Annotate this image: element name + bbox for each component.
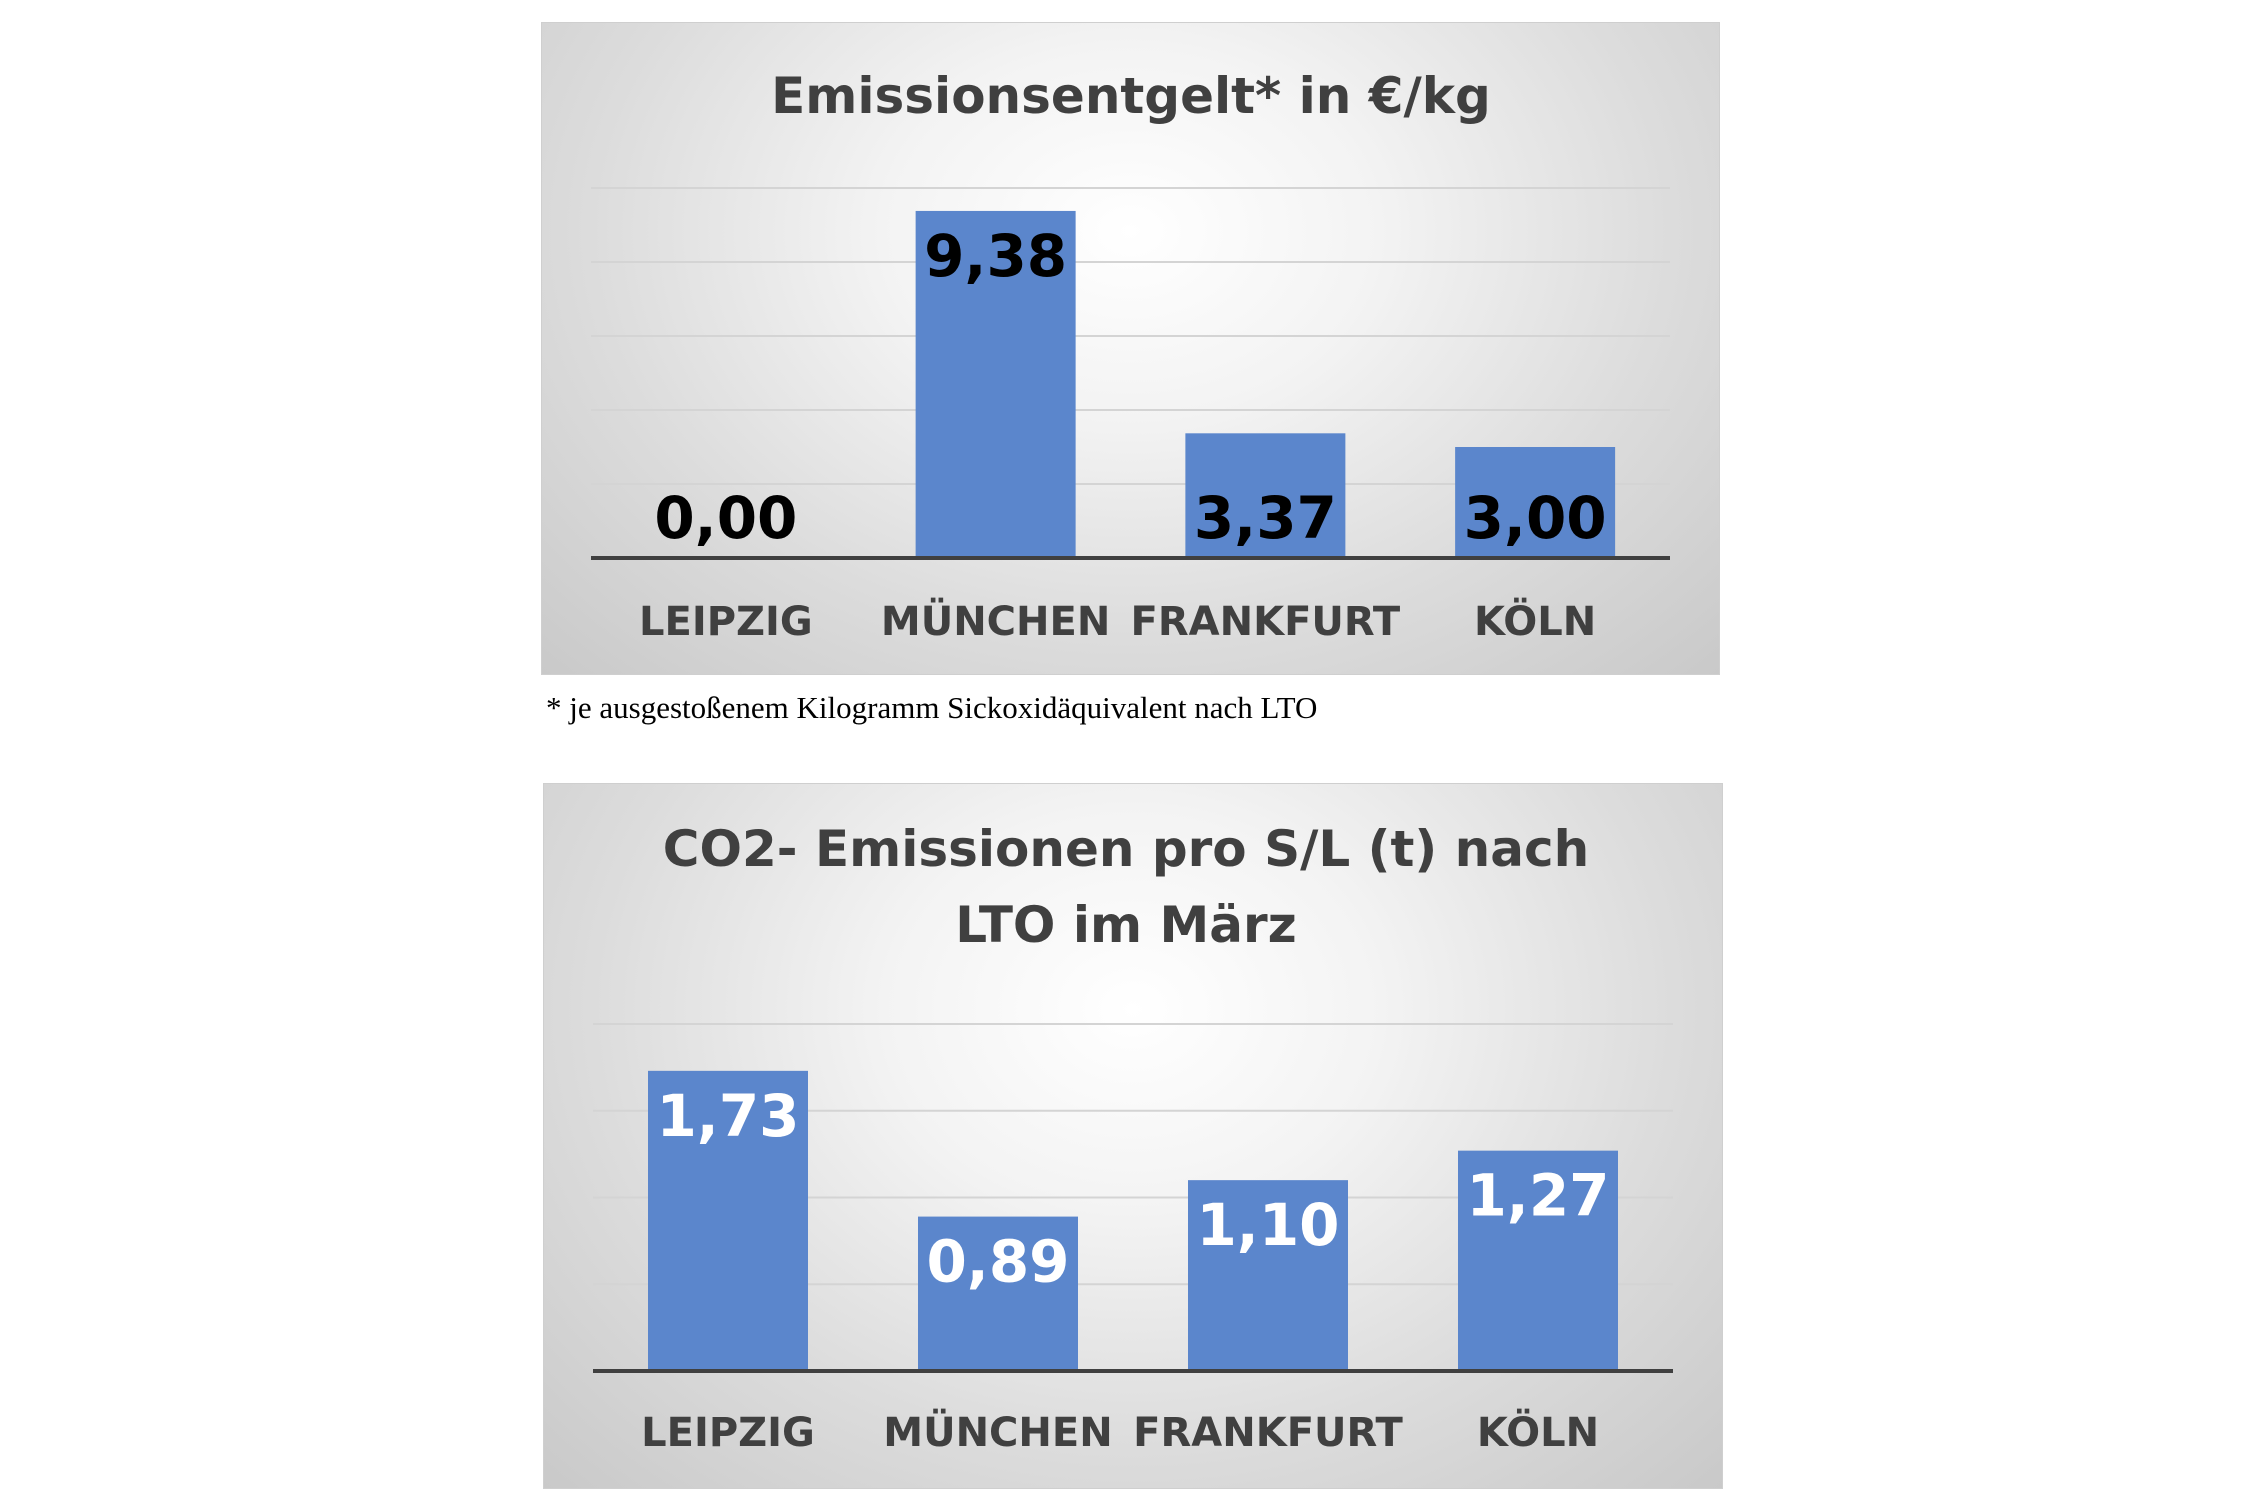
chart-title: Emissionsentgelt* in €/kg (771, 67, 1491, 125)
chart-title-line-1: CO2- Emissionen pro S/L (t) nach (663, 820, 1589, 878)
category-label: LEIPZIG (639, 599, 813, 645)
category-label: KÖLN (1477, 1408, 1599, 1456)
chart-title-line-2: LTO im März (955, 896, 1297, 954)
data-label: 3,00 (1464, 484, 1607, 552)
bar-köln (1455, 447, 1616, 558)
chart-footnote: * je ausgestoßenem Kilogramm Sickoxidäqu… (546, 690, 1318, 725)
bar-frankfurt (1188, 1180, 1348, 1371)
bar-leipzig (648, 1070, 808, 1371)
category-label: MÜNCHEN (881, 597, 1110, 645)
category-label: FRANKFURT (1131, 599, 1401, 645)
chart-co2-emissionen-svg: CO2- Emissionen pro S/L (t) nach LTO im … (593, 820, 1673, 1456)
category-label: FRANKFURT (1133, 1410, 1403, 1456)
data-label: 1,73 (656, 1082, 799, 1150)
data-label: 1,27 (1466, 1162, 1609, 1230)
chart-emissionsentgelt-svg: Emissionsentgelt* in €/kg 0,00 LEIPZIG 9,3… (591, 67, 1670, 645)
data-label: 0,00 (654, 484, 797, 552)
bar-frankfurt (1185, 433, 1346, 558)
category-label: KÖLN (1474, 597, 1596, 645)
chart-emissionsentgelt: Emissionsentgelt* in €/kg 0,00 LEIPZIG 9,3… (541, 22, 1720, 675)
chart-co2-emissionen: CO2- Emissionen pro S/L (t) nach LTO im … (543, 783, 1723, 1489)
category-label: MÜNCHEN (883, 1408, 1112, 1456)
data-label: 9,38 (924, 222, 1067, 290)
bar-münchen (915, 210, 1076, 558)
bar-köln (1458, 1150, 1618, 1371)
data-label: 0,89 (926, 1228, 1069, 1296)
bar-münchen (918, 1216, 1078, 1371)
data-label: 1,10 (1196, 1191, 1339, 1259)
category-label: LEIPZIG (641, 1410, 815, 1456)
data-label: 3,37 (1194, 484, 1337, 552)
